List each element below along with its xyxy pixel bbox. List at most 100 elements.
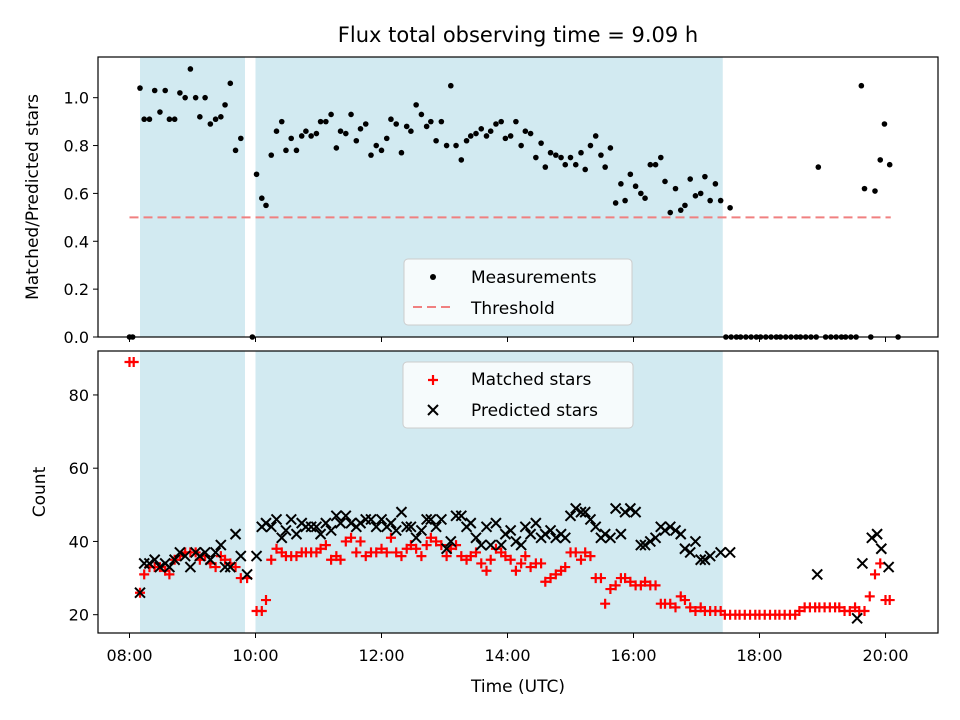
predicted-star-point <box>495 539 507 551</box>
measurement-point <box>881 121 888 127</box>
matched-star-point <box>416 551 427 562</box>
matched-star-point <box>580 547 591 558</box>
matched-star-point <box>346 532 357 543</box>
count-panel: 20 40 60 80 08:00 10:00 12:00 14:00 16:00 18:00 20… <box>30 350 939 697</box>
measurement-point <box>612 200 619 206</box>
measurement-point <box>137 85 143 91</box>
measurement-point <box>463 137 470 144</box>
measurement-point <box>467 133 474 139</box>
matched-star-point <box>230 562 241 573</box>
measurement-point <box>487 128 494 134</box>
predicted-star-point <box>285 513 297 526</box>
predicted-star-point <box>425 513 437 526</box>
legend-marker-matched <box>428 375 438 385</box>
measurement-point <box>308 133 314 139</box>
matched-star-point <box>834 602 845 613</box>
predicted-star-point <box>639 539 651 551</box>
matched-star-point <box>396 551 407 562</box>
measurement-point <box>498 118 505 125</box>
matched-star-point <box>690 606 701 617</box>
x-tick-label: 12:00 <box>358 646 404 665</box>
predicted-star-point <box>224 561 237 573</box>
predicted-star-point <box>229 528 242 540</box>
predicted-star-point <box>410 532 422 544</box>
legend-label: Matched stars <box>471 370 591 390</box>
measurement-point <box>337 128 344 134</box>
matched-star-point <box>794 606 805 617</box>
legend: Measurements Threshold <box>403 258 633 326</box>
predicted-star-point <box>354 517 367 529</box>
measurement-point <box>443 142 450 149</box>
measurement-point <box>146 116 153 123</box>
measurement-point <box>166 116 173 123</box>
matched-star-point <box>391 547 402 558</box>
measurement-point <box>702 173 708 180</box>
matched-star-point <box>516 558 527 569</box>
predicted-star-point <box>659 524 671 537</box>
measurement-point <box>192 94 199 101</box>
matched-star-point <box>585 551 596 562</box>
matched-star-point <box>326 554 337 565</box>
measurement-point <box>642 195 648 201</box>
matched-star-point <box>256 606 267 617</box>
legend-label: Predicted stars <box>471 401 598 421</box>
measurement-point <box>448 82 454 89</box>
matched-star-point <box>620 573 631 584</box>
measurement-point <box>187 66 194 72</box>
y-axis-label: Count <box>30 466 50 517</box>
predicted-star-point <box>430 521 442 533</box>
predicted-star-point <box>219 561 231 573</box>
matched-star-point <box>291 551 302 562</box>
matched-star-point <box>500 551 511 562</box>
measurement-point <box>632 183 639 190</box>
predicted-star-point <box>490 517 502 529</box>
predicted-star-point <box>851 612 863 625</box>
matched-star-point <box>128 356 139 367</box>
measurement-point <box>303 128 309 134</box>
measurement-point <box>707 197 713 204</box>
measurement-point <box>263 202 269 209</box>
measurement-point <box>458 157 465 163</box>
measurement-point <box>473 130 479 137</box>
measurement-point <box>638 190 644 197</box>
predicted-star-point <box>204 554 217 566</box>
measurement-point <box>423 123 430 130</box>
predicted-star-point <box>589 521 602 533</box>
measurement-point <box>538 140 544 146</box>
measurement-point <box>647 161 654 168</box>
predicted-star-point <box>871 528 883 540</box>
matched-star-point <box>351 547 362 558</box>
measurement-point <box>197 114 203 120</box>
measurement-point <box>162 87 168 94</box>
legend-box <box>402 361 634 429</box>
measurement-point <box>428 118 434 125</box>
matched-star-point <box>381 547 392 558</box>
measurement-point <box>672 185 679 192</box>
matched-star-point <box>456 551 467 562</box>
chart-title: Flux total observing time = 9.09 h <box>338 23 698 47</box>
measurement-point <box>622 197 628 204</box>
measurement-point <box>562 161 569 168</box>
predicted-star-point <box>168 554 181 566</box>
predicted-star-point <box>679 543 691 555</box>
predicted-star-point <box>365 513 377 526</box>
measurement-point <box>627 171 634 178</box>
measurement-point <box>858 82 865 89</box>
measurement-point <box>493 121 499 127</box>
matched-star-point <box>164 569 175 580</box>
predicted-star-point <box>330 510 343 522</box>
measurement-point <box>333 145 340 151</box>
legend-marker-predicted <box>427 404 439 416</box>
predicted-star-point <box>564 510 577 522</box>
matched-star-point <box>485 554 496 565</box>
measurement-point <box>658 154 664 161</box>
measurement-point <box>513 118 519 125</box>
measurement-point <box>667 209 674 216</box>
measurement-point <box>313 130 320 137</box>
predicted-star-point <box>856 557 869 570</box>
matched-star-point <box>465 551 476 562</box>
measurement-point <box>527 130 534 137</box>
measurement-point <box>602 164 608 170</box>
measurement-point <box>293 147 300 154</box>
predicted-star-point <box>314 528 327 540</box>
